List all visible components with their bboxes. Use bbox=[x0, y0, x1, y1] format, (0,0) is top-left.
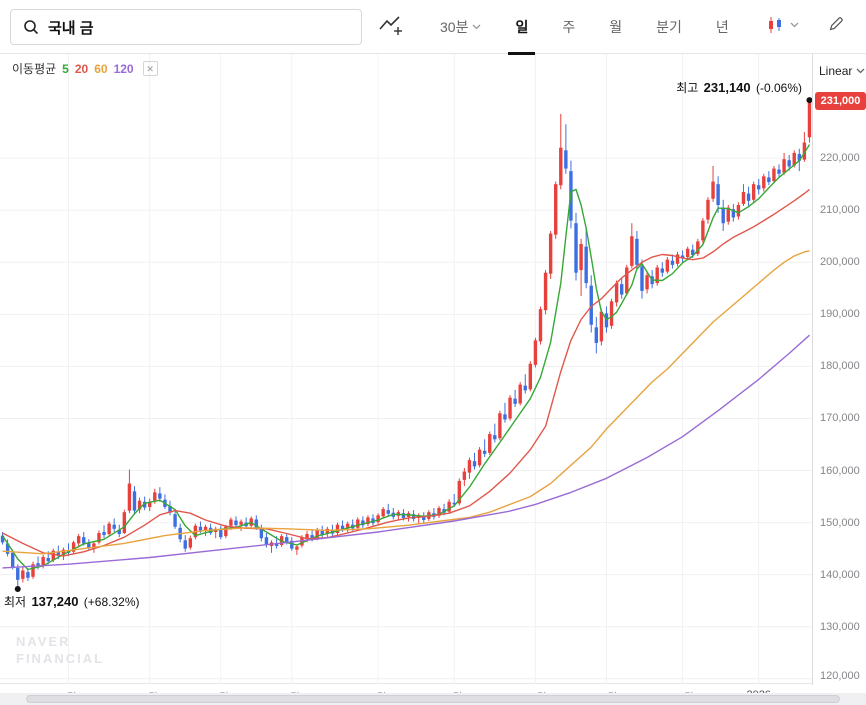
ma-legend-title: 이동평균 bbox=[12, 62, 57, 76]
candlestick-canvas bbox=[0, 54, 812, 684]
period-tab-label: 주 bbox=[562, 19, 576, 35]
period-tab-label: 30분 bbox=[440, 19, 469, 35]
period-tab-label: 분기 bbox=[656, 19, 682, 35]
ma5-legend-value: 5 bbox=[62, 61, 69, 76]
period-tab-1[interactable]: 일 bbox=[508, 0, 536, 55]
pencil-icon bbox=[828, 15, 845, 32]
ma-legend: 이동평균 5 20 60 120 ✕ bbox=[12, 60, 158, 77]
y-axis-label: 120,000 bbox=[820, 670, 860, 682]
y-axis-label: 180,000 bbox=[820, 360, 860, 373]
trend-line-icon bbox=[378, 14, 404, 36]
y-axis-label: 130,000 bbox=[820, 620, 860, 633]
y-axis-label: 150,000 bbox=[820, 516, 860, 529]
period-tab-2[interactable]: 주 bbox=[562, 0, 575, 54]
high-annotation: 최고 231,140 (-0.06%) bbox=[676, 79, 802, 96]
scrollbar-handle[interactable] bbox=[26, 695, 840, 703]
naver-financial-watermark: NAVER FINANCIAL bbox=[16, 633, 104, 667]
price-chart[interactable]: 이동평균 5 20 60 120 ✕ 최고 231,140 (-0.06%) 최… bbox=[0, 54, 812, 704]
period-tabs: 30분 일 주 월 분기 년 bbox=[440, 0, 763, 55]
current-price-badge: 231,000 bbox=[815, 91, 866, 110]
period-tab-label: 일 bbox=[515, 19, 529, 35]
y-axis-label: 200,000 bbox=[820, 256, 860, 269]
chevron-down-icon bbox=[856, 68, 865, 74]
draw-tool-button[interactable] bbox=[828, 15, 845, 32]
high-change: (-0.06%) bbox=[755, 81, 802, 96]
scale-selector[interactable]: Linear bbox=[819, 64, 865, 78]
period-tab-0[interactable]: 30분 bbox=[440, 0, 481, 54]
ma60-legend-value: 60 bbox=[94, 61, 108, 76]
period-tab-5[interactable]: 년 bbox=[716, 0, 729, 54]
y-axis-label: 160,000 bbox=[820, 464, 860, 477]
low-label: 최저 bbox=[4, 595, 27, 610]
y-axis-label: 210,000 bbox=[820, 204, 860, 217]
ma120-legend-value: 120 bbox=[113, 61, 134, 76]
y-axis-label: 220,000 bbox=[820, 152, 860, 165]
search-icon bbox=[23, 19, 39, 35]
horizontal-scrollbar[interactable] bbox=[0, 693, 866, 705]
search-input[interactable]: 국내 금 bbox=[48, 19, 94, 37]
legend-close-button[interactable]: ✕ bbox=[142, 61, 158, 76]
chevron-down-icon bbox=[472, 24, 481, 30]
y-axis-label: 170,000 bbox=[820, 412, 860, 425]
y-axis-label: 190,000 bbox=[820, 308, 860, 321]
ma20-legend-value: 20 bbox=[74, 61, 89, 76]
period-tab-3[interactable]: 월 bbox=[609, 0, 622, 54]
high-label: 최고 bbox=[676, 81, 699, 96]
low-change: (+68.32%) bbox=[83, 595, 140, 610]
low-value: 137,240 bbox=[31, 594, 79, 610]
period-tab-label: 월 bbox=[609, 19, 623, 35]
y-axis: Linear 231,000 220,000 210,000 200,000 190,… bbox=[812, 54, 866, 685]
chevron-down-icon bbox=[790, 22, 799, 28]
watermark-line1: NAVER bbox=[16, 634, 71, 649]
candlestick-icon bbox=[766, 16, 784, 34]
period-tab-4[interactable]: 분기 bbox=[656, 0, 682, 54]
high-value: 231,140 bbox=[703, 80, 751, 96]
y-axis-label: 140,000 bbox=[820, 568, 860, 581]
search-box[interactable]: 국내 금 bbox=[10, 9, 362, 45]
period-tab-label: 년 bbox=[715, 19, 729, 35]
candlestick-style-button[interactable] bbox=[766, 16, 799, 34]
scale-label: Linear bbox=[819, 64, 853, 78]
toolbar: 국내 금 30분 일 주 월 분기 년 bbox=[0, 0, 866, 55]
trend-line-tool-button[interactable] bbox=[378, 14, 404, 36]
watermark-line2: FINANCIAL bbox=[16, 651, 105, 666]
low-annotation: 최저 137,240 (+68.32%) bbox=[4, 593, 139, 610]
